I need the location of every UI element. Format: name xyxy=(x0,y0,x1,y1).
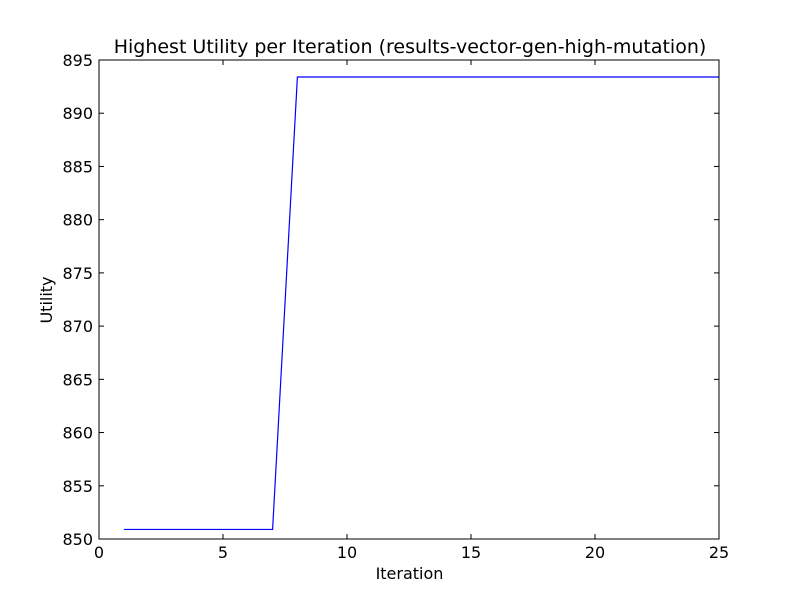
y-tick-label: 875 xyxy=(62,264,93,283)
x-axis-title: Iteration xyxy=(376,564,444,583)
x-tick-label: 20 xyxy=(585,543,605,562)
y-tick-label: 855 xyxy=(62,477,93,496)
axes-frame xyxy=(98,59,720,540)
plot-background xyxy=(99,60,719,539)
series-layer xyxy=(123,76,719,531)
y-tick-label: 860 xyxy=(62,424,93,443)
x-tick-label: 5 xyxy=(218,543,228,562)
y-tick-label: 870 xyxy=(62,317,93,336)
plot-frame xyxy=(98,59,720,540)
y-tick-label: 850 xyxy=(62,530,93,549)
chart-title: Highest Utility per Iteration (results-v… xyxy=(114,36,707,58)
series-line-1 xyxy=(123,76,719,531)
plot-area xyxy=(99,60,719,539)
x-tick-label: 0 xyxy=(94,543,104,562)
y-tick-label: 890 xyxy=(62,104,93,123)
tick-labels: 0 5 10 15 20 25 850 855 860 865 870 875 880 885 890 895 xyxy=(62,51,729,562)
tick-marks xyxy=(98,59,720,540)
x-tick-label: 10 xyxy=(337,543,357,562)
x-tick-label: 15 xyxy=(461,543,481,562)
y-tick-label: 895 xyxy=(62,51,93,70)
y-tick-label: 880 xyxy=(62,211,93,230)
x-tick-label: 25 xyxy=(709,543,729,562)
y-tick-label: 885 xyxy=(62,157,93,176)
y-axis-title: Utility xyxy=(37,276,56,323)
y-tick-label: 865 xyxy=(62,370,93,389)
